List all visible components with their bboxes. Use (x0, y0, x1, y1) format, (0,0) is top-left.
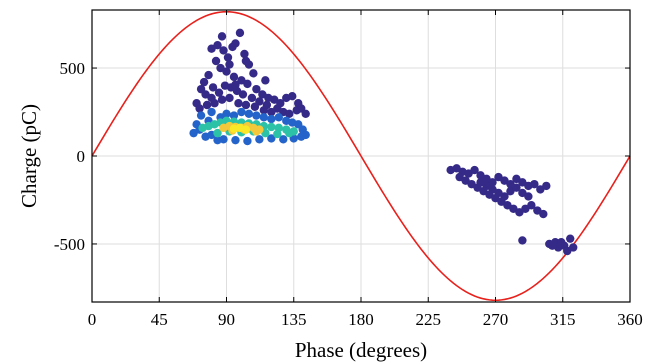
data-point (213, 40, 222, 50)
data-point (539, 209, 548, 219)
data-point (542, 181, 551, 191)
data-point (222, 109, 231, 118)
data-point (247, 93, 257, 103)
data-point (229, 111, 239, 120)
data-point (288, 91, 297, 101)
data-point (274, 113, 284, 122)
data-point (249, 69, 258, 78)
y-tick-labels: 500 0 -500 (54, 59, 85, 254)
data-point (518, 236, 527, 245)
data-point (219, 46, 228, 55)
data-point (252, 127, 261, 136)
data-point (273, 129, 282, 139)
data-point (243, 136, 252, 146)
y-tick-label: -500 (54, 235, 85, 254)
data-point (204, 70, 213, 80)
data-point (252, 111, 261, 120)
data-point (512, 183, 521, 192)
data-point (569, 243, 578, 252)
data-point (225, 60, 234, 69)
data-point (240, 49, 249, 59)
data-point (261, 76, 270, 85)
x-axis-title: Phase (degrees) (295, 338, 427, 362)
data-point (231, 80, 240, 89)
data-point (252, 84, 261, 94)
data-point (222, 67, 231, 76)
y-tick-label: 500 (60, 59, 86, 78)
data-point (225, 93, 234, 103)
data-point (196, 111, 206, 120)
data-point (208, 83, 218, 92)
x-tick-label: 45 (151, 310, 168, 329)
x-tick-label: 90 (218, 310, 235, 329)
data-point (238, 90, 248, 99)
data-point (207, 107, 216, 117)
x-tick-label: 0 (88, 310, 97, 329)
data-point (214, 88, 224, 97)
data-point (202, 100, 212, 110)
data-point (267, 114, 276, 124)
data-point (234, 99, 243, 108)
data-point (250, 102, 260, 111)
data-points (189, 28, 578, 256)
data-point (195, 104, 204, 113)
data-point (241, 56, 251, 66)
data-point (237, 107, 246, 117)
data-point (267, 134, 276, 143)
x-tick-label: 225 (416, 310, 442, 329)
data-point (244, 109, 254, 118)
x-tick-label: 135 (281, 310, 307, 329)
data-point (255, 135, 264, 144)
x-tick-label: 180 (348, 310, 374, 329)
data-point (530, 179, 539, 189)
data-point (297, 132, 306, 141)
y-tick-label: 0 (77, 147, 86, 166)
data-point (267, 107, 276, 117)
data-point (285, 109, 294, 118)
sine-reference-line (91, 10, 631, 302)
data-point (470, 165, 479, 175)
x-tick-label: 270 (483, 310, 509, 329)
data-point (500, 192, 509, 201)
x-tick-label: 360 (617, 310, 643, 329)
data-point (548, 241, 557, 250)
data-point (241, 125, 251, 134)
data-point (285, 128, 294, 138)
data-point (211, 56, 221, 66)
x-tick-label: 315 (550, 310, 576, 329)
data-point (301, 109, 310, 118)
x-tick-labels: 0 45 90 135 180 225 270 315 360 (88, 310, 643, 329)
data-point (229, 72, 239, 82)
data-point (217, 95, 227, 104)
data-point (213, 128, 222, 138)
data-point (219, 135, 228, 144)
data-point (524, 192, 533, 201)
data-point (231, 135, 240, 145)
data-point (235, 28, 245, 38)
data-point (527, 201, 536, 210)
data-point (566, 234, 575, 243)
data-point (199, 77, 209, 87)
data-point (217, 32, 227, 41)
data-point (279, 135, 288, 144)
data-point (259, 106, 269, 115)
tick-marks (91, 10, 631, 302)
y-axis-title: Charge (pC) (17, 104, 41, 208)
data-point (241, 100, 251, 110)
data-point (223, 53, 233, 62)
data-point (243, 79, 252, 89)
data-point (231, 39, 240, 48)
data-point (267, 122, 276, 132)
data-point (210, 99, 219, 108)
reference-curve (91, 10, 631, 302)
data-point (259, 113, 269, 122)
